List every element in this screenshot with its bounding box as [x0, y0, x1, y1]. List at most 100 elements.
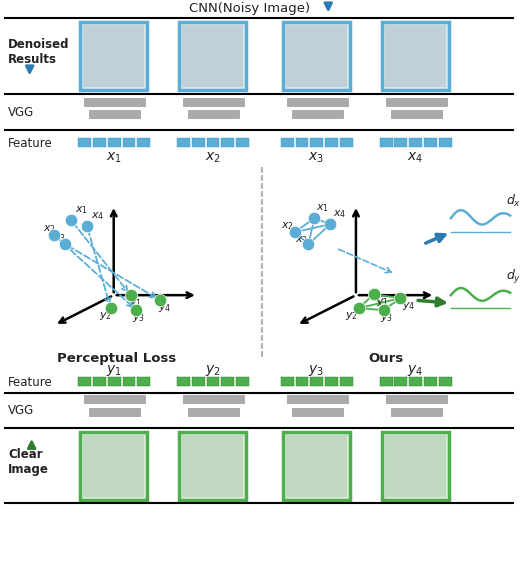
Bar	[424, 138, 437, 147]
Bar	[78, 138, 91, 147]
Bar	[395, 138, 407, 147]
Bar	[222, 377, 234, 386]
Bar	[179, 432, 246, 500]
Bar	[80, 432, 147, 500]
Bar	[385, 25, 446, 87]
Text: $x_1$: $x_1$	[75, 204, 88, 216]
Text: $y_3$: $y_3$	[133, 312, 146, 324]
Bar	[310, 377, 323, 386]
Text: $x_2$: $x_2$	[281, 220, 294, 232]
Bar	[192, 377, 205, 386]
Bar	[287, 98, 348, 106]
Text: $y_2$: $y_2$	[99, 310, 112, 322]
Bar	[182, 25, 243, 87]
Bar	[439, 377, 452, 386]
Bar	[390, 111, 442, 118]
Text: $y_1$: $y_1$	[128, 297, 141, 309]
Bar	[310, 138, 323, 147]
Text: CNN(Noisy Image): CNN(Noisy Image)	[189, 2, 310, 15]
Text: $x_3$: $x_3$	[294, 234, 308, 246]
Bar	[80, 23, 147, 90]
Bar	[287, 395, 348, 403]
Bar	[84, 98, 145, 106]
Bar	[108, 138, 121, 147]
Bar	[340, 138, 353, 147]
Bar	[380, 138, 392, 147]
Bar	[424, 377, 437, 386]
Bar	[78, 377, 91, 386]
Text: Clear
Image: Clear Image	[8, 448, 49, 476]
Text: $x_4$: $x_4$	[407, 151, 423, 165]
Text: $y_2$: $y_2$	[205, 363, 221, 378]
Text: $y_4$: $y_4$	[158, 302, 171, 314]
Bar	[93, 377, 106, 386]
Bar	[409, 138, 422, 147]
Text: $x_2$: $x_2$	[205, 151, 221, 165]
Bar	[281, 138, 293, 147]
Text: $x_1$: $x_1$	[106, 151, 122, 165]
Bar	[381, 432, 449, 500]
Bar	[108, 377, 121, 386]
Bar	[236, 138, 249, 147]
Text: Ours: Ours	[368, 351, 403, 364]
Bar	[137, 377, 150, 386]
Text: $d_y$: $d_y$	[506, 268, 521, 287]
Text: $y_3$: $y_3$	[309, 363, 324, 378]
Bar	[296, 377, 309, 386]
Bar	[183, 395, 244, 403]
Bar	[385, 435, 446, 497]
Bar	[325, 138, 338, 147]
Bar	[340, 377, 353, 386]
Bar	[84, 395, 145, 403]
Text: Feature: Feature	[8, 376, 52, 389]
Bar	[177, 138, 190, 147]
Bar	[386, 98, 447, 106]
Bar	[296, 138, 309, 147]
Bar	[281, 377, 293, 386]
Text: $y_1$: $y_1$	[106, 363, 122, 378]
Bar	[286, 25, 347, 87]
Text: VGG: VGG	[8, 106, 34, 119]
Text: $x_4$: $x_4$	[91, 210, 104, 222]
Text: $y_4$: $y_4$	[402, 300, 416, 312]
Text: $y_3$: $y_3$	[380, 312, 393, 324]
Bar	[390, 408, 442, 416]
Text: $x_4$: $x_4$	[333, 208, 346, 220]
Bar	[177, 377, 190, 386]
Bar	[93, 138, 106, 147]
Bar	[395, 377, 407, 386]
Bar	[188, 408, 239, 416]
Bar	[380, 377, 392, 386]
Bar	[83, 435, 144, 497]
Bar	[89, 111, 140, 118]
Text: $x_3$: $x_3$	[309, 151, 324, 165]
Text: Perceptual Loss: Perceptual Loss	[57, 351, 176, 364]
Bar	[192, 138, 205, 147]
Text: $x_1$: $x_1$	[316, 202, 330, 214]
Bar	[206, 138, 220, 147]
Bar	[283, 23, 350, 90]
Bar	[89, 408, 140, 416]
Bar	[439, 138, 452, 147]
Bar	[188, 111, 239, 118]
Bar	[222, 138, 234, 147]
Text: $y_4$: $y_4$	[407, 363, 423, 378]
Bar	[409, 377, 422, 386]
Bar	[386, 395, 447, 403]
Bar	[123, 138, 135, 147]
Bar	[236, 377, 249, 386]
Bar	[286, 435, 347, 497]
Bar	[183, 98, 244, 106]
Bar	[292, 111, 343, 118]
Bar	[182, 435, 243, 497]
Bar	[123, 377, 135, 386]
Bar	[292, 408, 343, 416]
Bar	[137, 138, 150, 147]
Bar	[283, 432, 350, 500]
Bar	[206, 377, 220, 386]
Text: VGG: VGG	[8, 404, 34, 417]
Text: $x_2$: $x_2$	[42, 223, 56, 235]
Text: Denoised
Results: Denoised Results	[8, 38, 69, 67]
Text: $y_1$: $y_1$	[376, 296, 389, 308]
Bar	[83, 25, 144, 87]
